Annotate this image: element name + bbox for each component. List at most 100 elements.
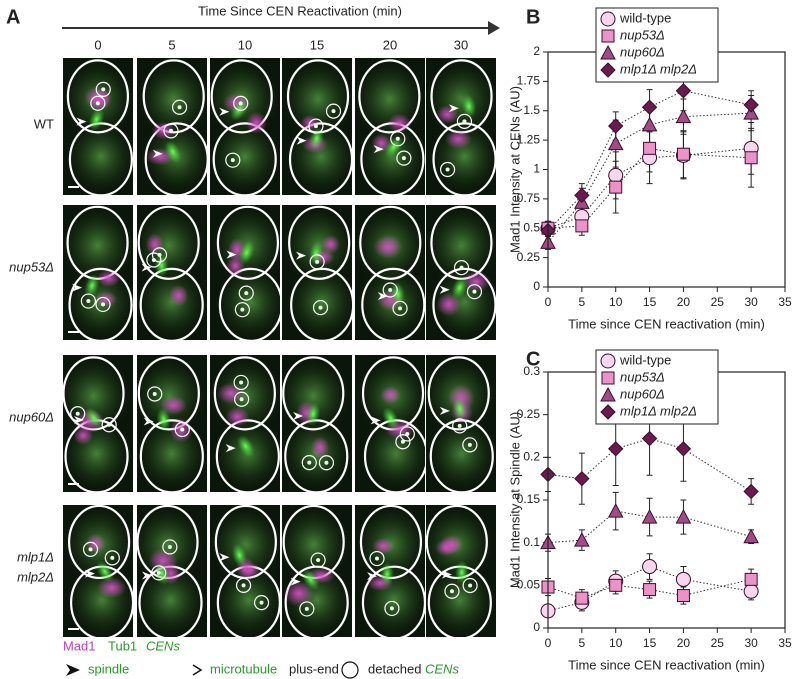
detached-cen (151, 565, 167, 581)
detached-cen (384, 600, 400, 617)
cen-dot (110, 555, 115, 560)
legend-plus-end: plus-end (289, 661, 339, 676)
micrograph-content (426, 355, 496, 492)
x-tick-label: 0 (545, 295, 552, 309)
mad1-signal (97, 577, 127, 599)
legend-marker (600, 386, 616, 402)
detached-cen (95, 296, 111, 313)
detached-cen (82, 541, 99, 557)
cell-outline (218, 267, 280, 340)
marker (675, 571, 691, 587)
spindle-icon (66, 664, 80, 676)
marker (743, 528, 759, 544)
mad1-signal (225, 406, 250, 427)
marker (744, 572, 758, 586)
plus-end-icon (192, 664, 203, 676)
detached-cen (101, 417, 117, 433)
spindle (305, 402, 321, 426)
spindle-arrow (439, 285, 450, 294)
cell-outline (137, 356, 200, 431)
micrograph-content (63, 505, 133, 637)
series-line (547, 510, 752, 544)
cen-dot (400, 439, 405, 444)
x-tick-label: 20 (677, 636, 691, 650)
y-tick-label: 0.15 (517, 492, 541, 506)
detached-cen (462, 437, 478, 453)
cell-outline (288, 205, 351, 280)
micrograph (282, 205, 352, 340)
marker (743, 97, 759, 113)
y-tick-label: 0.25 (517, 407, 541, 421)
detached-cen (238, 285, 254, 301)
detached-cen (95, 81, 111, 97)
spindle (231, 543, 247, 567)
detached-cen (147, 386, 163, 402)
x-tick-label: 10 (609, 295, 623, 309)
micrograph-content (210, 505, 280, 637)
marker (608, 118, 624, 134)
cen-dot (449, 589, 454, 594)
marker (675, 83, 692, 99)
marker (676, 589, 690, 603)
cen-dot (156, 570, 161, 575)
y-tick-label: 1.75 (517, 74, 541, 88)
x-tick-label: 5 (579, 295, 586, 309)
micrograph-content (210, 58, 280, 195)
arrow-head (488, 21, 500, 35)
cen-dot (468, 583, 473, 588)
y-tick-label: 0.05 (517, 578, 541, 592)
cen-dot (457, 423, 462, 428)
spindle (452, 396, 467, 421)
plot-frame (547, 51, 786, 288)
marker (641, 430, 658, 447)
cen-dot (230, 158, 235, 163)
legend-label: nup53Δ (620, 369, 665, 384)
x-axis-label: Time since CEN reactivation (min) (568, 316, 765, 331)
micrograph-content (282, 205, 352, 340)
cell-outline (210, 59, 273, 134)
x-tick-label: 0 (545, 636, 552, 650)
spindle (382, 407, 399, 430)
cell-glow (286, 264, 352, 340)
micrograph (137, 58, 207, 195)
marker (643, 141, 657, 155)
y-tick-label: 0 (533, 279, 540, 293)
micrograph (282, 355, 352, 492)
legend-detached-cens: CENs (425, 661, 459, 676)
mad1-signal (373, 234, 403, 259)
legend-marker (600, 404, 616, 420)
micrograph (355, 505, 425, 637)
micrograph-content (355, 355, 425, 492)
x-tick-label: 10 (609, 636, 623, 650)
cen-dot (445, 167, 450, 172)
marker (607, 503, 624, 518)
cell-outline (212, 122, 277, 195)
spindle (380, 562, 395, 587)
marker (641, 99, 658, 115)
spindle-arrow (441, 570, 452, 579)
spindle-arrow (373, 145, 384, 154)
micrograph-content (137, 205, 207, 340)
y-axis-label: Mad1 Intensity at CENs (AU) (507, 86, 522, 253)
cen-dot (398, 306, 403, 311)
cell-outline (282, 356, 345, 431)
cell-glow (285, 118, 352, 195)
cell-outline (358, 59, 421, 134)
cell-outline (216, 205, 280, 280)
spindle-arrow (219, 553, 230, 562)
mad1-signal (283, 580, 314, 607)
cell-glow (137, 59, 207, 140)
micrograph-content (63, 355, 133, 492)
micrograph (137, 505, 207, 637)
detached-cen (390, 131, 406, 147)
spindle-arrow (84, 569, 95, 578)
detached-cen (312, 299, 329, 316)
legend-label: nup53Δ (620, 27, 665, 42)
detached-cen (309, 254, 325, 270)
micrograph (137, 355, 207, 492)
micrograph (63, 58, 133, 195)
micrograph (355, 205, 425, 340)
detached-cen (151, 247, 168, 263)
micrograph (210, 58, 280, 195)
cen-dot (244, 291, 249, 296)
